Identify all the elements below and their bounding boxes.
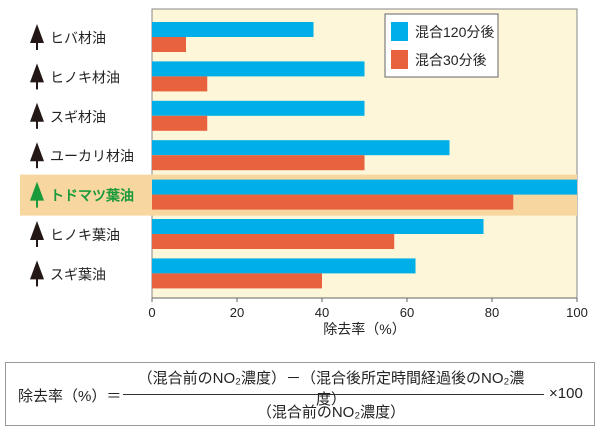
x-tick-label: 0 — [148, 305, 155, 320]
tree-icon — [30, 260, 44, 280]
tree-icon — [30, 142, 44, 162]
category-label: ヒノキ葉油 — [50, 227, 120, 243]
bar-30min — [152, 155, 365, 171]
bar-30min — [152, 194, 514, 210]
tree-trunk-icon — [36, 199, 38, 208]
bar-120min — [152, 140, 450, 156]
bar-30min — [152, 234, 395, 249]
bar-30min — [152, 76, 208, 92]
legend-swatch — [391, 50, 408, 69]
bar-120min — [152, 100, 365, 116]
formula-multiplier: ×100 — [549, 385, 583, 402]
x-axis-label: 除去率（%） — [323, 321, 405, 337]
tree-trunk-icon — [36, 160, 38, 169]
bar-30min — [152, 273, 322, 289]
category-label: スギ葉油 — [50, 266, 106, 282]
bar-30min — [152, 37, 186, 52]
legend-label: 混合120分後 — [415, 24, 494, 40]
formula-box: 除去率（%）＝ （混合前のNO₂濃度）－（混合後所定時間経過後のNO₂濃度） （… — [5, 362, 595, 426]
bar-120min — [152, 61, 365, 77]
x-tick-label: 40 — [315, 305, 329, 320]
x-tick-label: 80 — [485, 305, 499, 320]
category-label: ヒノキ材油 — [50, 69, 120, 85]
category-label: ユーカリ材油 — [50, 148, 134, 164]
tree-icon — [30, 181, 44, 201]
category-label: ヒバ材油 — [50, 30, 106, 46]
fraction-line — [123, 394, 544, 395]
tree-trunk-icon — [36, 42, 38, 50]
formula-denominator: （混合前のNO₂濃度） — [256, 404, 406, 421]
bar-120min — [152, 219, 484, 234]
tree-trunk-icon — [36, 120, 38, 129]
bar-120min — [152, 258, 416, 274]
bar-120min — [152, 22, 314, 37]
x-tick-label: 60 — [400, 305, 414, 320]
x-tick-label: 20 — [230, 305, 244, 320]
formula-numerator: （混合前のNO₂濃度）－（混合後所定時間経過後のNO₂濃度） — [137, 370, 525, 408]
tree-trunk-icon — [36, 81, 38, 90]
legend-label: 混合30分後 — [415, 52, 487, 68]
x-tick-label: 100 — [566, 305, 588, 320]
tree-icon — [30, 102, 44, 122]
tree-icon — [30, 63, 44, 83]
category-label: スギ材油 — [50, 109, 106, 125]
bar-120min — [152, 179, 577, 195]
tree-icon — [30, 221, 44, 240]
tree-trunk-icon — [36, 239, 38, 247]
formula-lhs: 除去率（%）＝ — [18, 388, 122, 405]
tree-trunk-icon — [36, 278, 38, 287]
category-label: トドマツ葉油 — [50, 188, 134, 204]
tree-icon — [30, 24, 44, 43]
bar-30min — [152, 115, 208, 131]
legend-swatch — [391, 22, 408, 41]
